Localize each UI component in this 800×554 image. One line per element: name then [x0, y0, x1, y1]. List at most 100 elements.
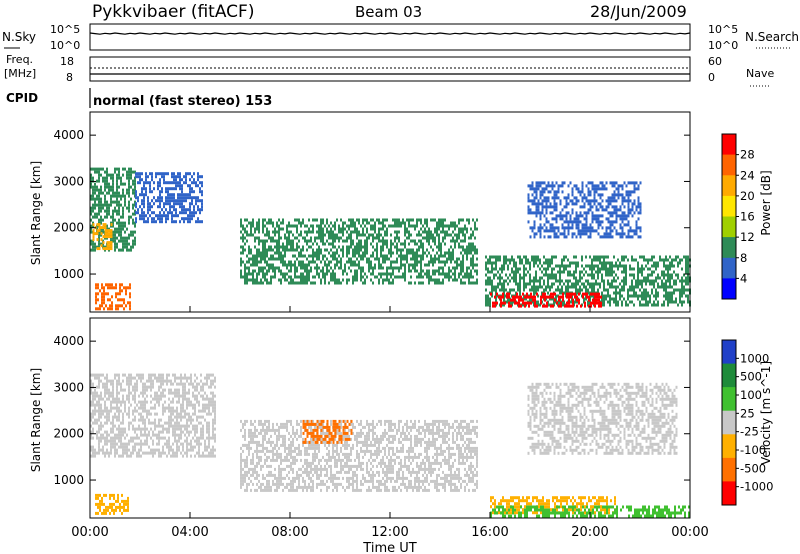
- power-echo-cell: [418, 275, 420, 279]
- velocity-echo-cell: [180, 409, 182, 413]
- power-echo-cell: [583, 223, 586, 227]
- power-echo-cell: [585, 196, 588, 200]
- velocity-echo-cell: [162, 430, 164, 434]
- power-echo-cell: [292, 263, 294, 267]
- power-echo-cell: [336, 218, 338, 222]
- power-echo-cell: [143, 220, 145, 224]
- power-echo-cell: [278, 251, 280, 255]
- power-echo-cell: [609, 181, 612, 185]
- power-echo-cell: [336, 281, 338, 285]
- power-echo-cell: [495, 297, 497, 301]
- power-echo-cell: [420, 239, 422, 243]
- power-echo-cell: [577, 190, 580, 194]
- power-echo-cell: [250, 263, 252, 267]
- velocity-echo-cell: [122, 421, 124, 425]
- power-echo-cell: [587, 211, 590, 215]
- power-echo-cell: [537, 288, 539, 292]
- velocity-echo-cell: [154, 451, 156, 455]
- power-echo-cell: [122, 242, 124, 246]
- power-echo-cell: [346, 239, 348, 243]
- power-echo-cell: [128, 215, 130, 219]
- power-echo-cell: [533, 255, 535, 259]
- power-echo-cell: [487, 303, 489, 307]
- power-echo-cell: [621, 202, 624, 206]
- power-echo-cell: [119, 283, 121, 287]
- power-echo-cell: [623, 232, 626, 236]
- power-y-tick-label: 4000: [53, 128, 84, 142]
- power-echo-cell: [284, 278, 286, 282]
- power-echo-cell: [264, 218, 266, 222]
- power-echo-cell: [535, 205, 538, 209]
- power-echo-cell: [424, 272, 426, 276]
- power-echo-cell: [106, 247, 109, 251]
- velocity-echo-cell: [92, 382, 94, 386]
- velocity-echo-cell: [96, 436, 98, 440]
- velocity-echo-cell: [176, 391, 178, 395]
- power-echo-cell: [555, 294, 557, 298]
- power-echo-cell: [121, 289, 123, 293]
- velocity-echo-cell: [98, 379, 100, 383]
- power-echo-cell: [250, 230, 252, 234]
- power-echo-cell: [175, 208, 177, 212]
- power-echo-cell: [472, 263, 474, 267]
- velocity-echo-cell: [194, 412, 196, 416]
- power-echo-cell: [436, 245, 438, 249]
- power-echo-cell: [627, 288, 629, 292]
- velocity-echo-cell: [182, 403, 184, 407]
- power-echo-cell: [647, 276, 649, 280]
- power-echo-cell: [619, 208, 622, 212]
- power-echo-cell: [112, 230, 114, 234]
- power-echo-cell: [588, 304, 590, 308]
- power-echo-cell: [424, 230, 426, 234]
- power-echo-cell: [161, 217, 163, 221]
- power-echo-cell: [623, 285, 625, 289]
- power-echo-cell: [396, 257, 398, 261]
- velocity-echo-cell: [122, 394, 124, 398]
- velocity-echo-cell: [106, 397, 108, 401]
- power-echo-cell: [328, 233, 330, 237]
- power-echo-cell: [591, 294, 593, 298]
- power-echo-cell: [290, 278, 292, 282]
- power-echo-cell: [631, 190, 634, 194]
- power-echo-cell: [126, 236, 128, 240]
- power-echo-cell: [583, 226, 586, 230]
- velocity-echo-cell: [178, 391, 180, 395]
- power-echo-cell: [298, 251, 300, 255]
- power-echo-cell: [553, 273, 555, 277]
- power-echo-cell: [637, 184, 640, 188]
- power-echo-cell: [543, 235, 546, 239]
- velocity-echo-cell: [118, 433, 120, 437]
- power-echo-cell: [623, 297, 625, 301]
- velocity-echo-cell: [176, 400, 178, 404]
- power-echo-cell: [414, 260, 416, 264]
- power-echo-cell: [282, 242, 284, 246]
- power-echo-cell: [450, 257, 452, 261]
- power-echo-cell: [432, 278, 434, 282]
- power-echo-cell: [643, 288, 645, 292]
- velocity-echo-cell: [190, 379, 192, 383]
- power-echo-cell: [268, 236, 270, 240]
- power-echo-cell: [252, 224, 254, 228]
- power-echo-cell: [541, 202, 544, 206]
- power-echo-cell: [518, 295, 520, 299]
- power-echo-cell: [613, 193, 616, 197]
- power-echo-cell: [326, 221, 328, 225]
- power-echo-cell: [108, 206, 110, 210]
- power-echo-cell: [687, 267, 689, 271]
- velocity-echo-cell: [118, 418, 120, 422]
- power-echo-cell: [647, 273, 649, 277]
- power-echo-cell: [356, 272, 358, 276]
- power-echo-cell: [633, 288, 635, 292]
- power-echo-cell: [641, 297, 643, 301]
- power-echo-cell: [270, 239, 272, 243]
- power-echo-cell: [286, 239, 288, 243]
- power-echo-cell: [547, 220, 550, 224]
- power-echo-cell: [130, 245, 132, 249]
- power-echo-cell: [572, 301, 574, 305]
- power-echo-cell: [298, 281, 300, 285]
- power-echo-cell: [102, 223, 105, 227]
- velocity-echo-cell: [196, 394, 198, 398]
- power-echo-cell: [94, 232, 97, 236]
- power-echo-cell: [364, 239, 366, 243]
- velocity-echo-cell: [122, 451, 124, 455]
